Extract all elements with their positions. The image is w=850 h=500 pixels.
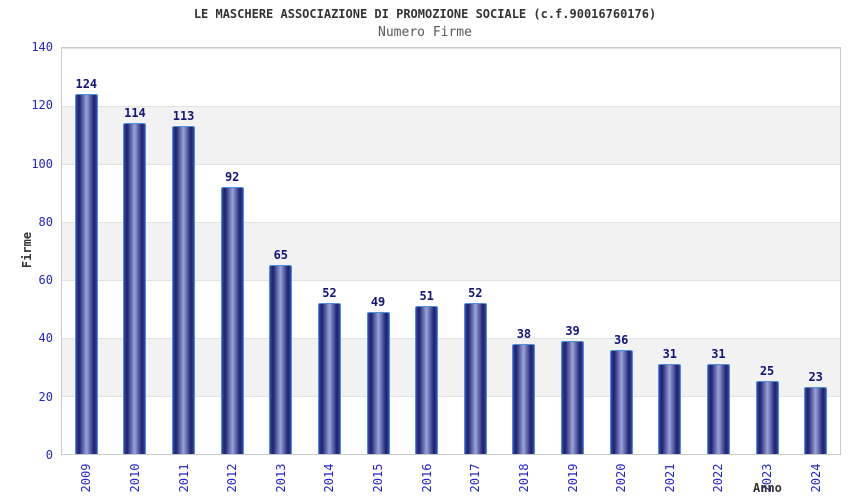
bar-value-label: 124 — [75, 77, 98, 91]
bar-slot: 31 2022 — [694, 48, 743, 492]
bar-slot: 114 2010 — [111, 48, 160, 492]
bar-value-label: 65 — [273, 248, 289, 262]
bar — [172, 126, 196, 454]
bar — [220, 187, 244, 454]
bar-slot: 39 2019 — [548, 48, 597, 492]
bar-slot: 49 2015 — [354, 48, 403, 492]
bar-slot: 92 2012 — [208, 48, 257, 492]
chart-title: LE MASCHERE ASSOCIAZIONE DI PROMOZIONE S… — [193, 7, 657, 21]
bar-slot: 38 2018 — [500, 48, 549, 492]
bar-value-label: 31 — [662, 347, 678, 361]
bar — [804, 387, 828, 454]
plot-area: 124 2009 114 2010 113 2011 92 2012 65 2013 52 2014 4… — [61, 47, 841, 492]
y-tick-label: 0 — [45, 448, 53, 462]
bar — [755, 381, 779, 454]
chart-subtitle: Numero Firme — [378, 25, 472, 40]
bar-value-label: 52 — [468, 286, 483, 300]
bar-slot: 51 2016 — [402, 48, 451, 492]
x-tick-label: 2019 — [565, 463, 580, 493]
bar — [463, 303, 487, 454]
y-tick-label: 40 — [38, 331, 53, 346]
x-tick-label: 2013 — [273, 463, 288, 493]
bar-slot: 113 2011 — [159, 48, 208, 492]
x-tick-label: 2009 — [79, 463, 94, 493]
x-tick-label: 2022 — [711, 463, 726, 493]
bar-value-label: 92 — [224, 170, 240, 184]
bar-slot: 65 2013 — [257, 48, 306, 492]
x-axis-title: Anno — [753, 481, 782, 495]
bar — [366, 312, 390, 454]
bar-slot: 31 2021 — [646, 48, 695, 492]
bar — [415, 306, 439, 454]
x-tick-label: 2010 — [127, 463, 142, 493]
bar — [317, 303, 341, 454]
x-tick-label: 2017 — [468, 463, 483, 493]
bar — [609, 350, 633, 454]
bar-value-label: 113 — [172, 109, 195, 123]
bar-slot: 23 2024 — [791, 48, 840, 492]
bar — [74, 94, 98, 454]
x-tick-label: 2021 — [662, 463, 677, 493]
x-tick-label: 2016 — [419, 463, 434, 493]
y-tick-label: 140 — [31, 40, 53, 54]
bar-value-label: 36 — [613, 333, 629, 347]
y-tick-label: 80 — [38, 214, 53, 229]
bar-value-label: 114 — [124, 106, 146, 120]
bar — [123, 123, 147, 454]
bar-value-label: 31 — [711, 347, 726, 361]
y-tick-label: 120 — [31, 98, 53, 113]
x-tick-label: 2011 — [176, 463, 191, 493]
bar-value-label: 38 — [516, 327, 532, 341]
bar — [658, 364, 682, 454]
x-tick-label: 2018 — [516, 463, 531, 493]
y-tick-label: 60 — [38, 273, 53, 288]
bar-slot: 36 2020 — [597, 48, 646, 492]
bar-value-label: 52 — [322, 286, 337, 300]
x-tick-label: 2020 — [614, 463, 629, 493]
bar-value-label: 25 — [759, 364, 775, 378]
x-tick-label: 2015 — [371, 463, 386, 493]
y-tick-label: 100 — [31, 156, 53, 171]
x-tick-label: 2012 — [225, 463, 240, 493]
bar-slot: 52 2014 — [305, 48, 354, 492]
bar-value-label: 23 — [808, 370, 823, 384]
y-tick-label: 20 — [38, 389, 53, 404]
bar — [269, 265, 293, 454]
y-axis: 0 20 40 60 80 100 120 140 — [0, 40, 53, 462]
bar — [512, 344, 536, 454]
bar-value-label: 39 — [565, 324, 580, 338]
bar-slot: 25 2023 — [743, 48, 792, 492]
bar — [561, 341, 585, 454]
bar — [706, 364, 730, 454]
x-tick-label: 2014 — [322, 463, 337, 493]
x-tick-label: 2024 — [808, 463, 823, 493]
bar-value-label: 51 — [419, 289, 434, 303]
bar-slot: 124 2009 — [62, 48, 111, 492]
bar-value-label: 49 — [370, 295, 386, 309]
bar-slot: 52 2017 — [451, 48, 500, 492]
